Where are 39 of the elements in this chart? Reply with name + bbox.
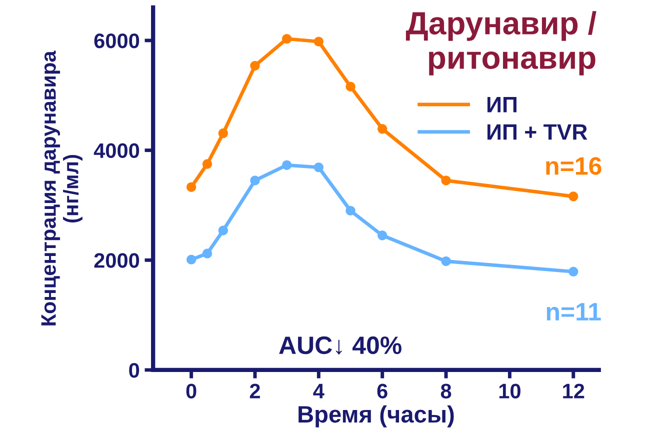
point bbox=[218, 128, 228, 138]
point bbox=[186, 254, 196, 264]
point bbox=[282, 34, 292, 44]
point bbox=[186, 182, 196, 192]
legend-label: ИП + TVR bbox=[487, 124, 588, 140]
y-tick-label: 0 bbox=[129, 362, 140, 378]
annotation: n=11 bbox=[546, 303, 601, 320]
x-tick-label: 8 bbox=[440, 384, 452, 398]
point bbox=[441, 176, 451, 186]
point bbox=[314, 162, 324, 172]
point bbox=[250, 176, 260, 186]
point bbox=[218, 226, 228, 236]
point bbox=[568, 266, 578, 277]
point bbox=[202, 248, 212, 258]
x-tick-label: 12 bbox=[563, 384, 584, 398]
y-tick-label: 2000 bbox=[94, 253, 140, 268]
point bbox=[314, 36, 324, 46]
point bbox=[377, 124, 388, 134]
annotation: n=16 bbox=[546, 157, 602, 175]
point bbox=[282, 160, 292, 170]
point bbox=[441, 256, 451, 266]
point bbox=[202, 159, 212, 169]
y-axis-title: Концентрация дарунавира (нг/мл) bbox=[41, 50, 82, 326]
x-tick-label: 6 bbox=[377, 384, 388, 398]
point bbox=[346, 206, 356, 216]
text: Дарунавир / ритонавир bbox=[406, 11, 596, 76]
x-tick-label: 0 bbox=[186, 384, 196, 398]
x-tick-label: 2 bbox=[250, 384, 260, 398]
x-tick-label: 10 bbox=[499, 384, 520, 398]
x-tick-label: 4 bbox=[313, 384, 324, 398]
annotation: AUC↓ 40% bbox=[279, 336, 402, 355]
point bbox=[377, 230, 388, 240]
point bbox=[346, 82, 356, 92]
legend-label: ИП bbox=[487, 96, 516, 112]
point bbox=[250, 60, 260, 71]
y-tick-label: 6000 bbox=[94, 33, 140, 48]
point bbox=[568, 192, 578, 202]
x-axis-title: Время (часы) bbox=[298, 405, 454, 428]
y-tick-label: 4000 bbox=[94, 143, 140, 158]
